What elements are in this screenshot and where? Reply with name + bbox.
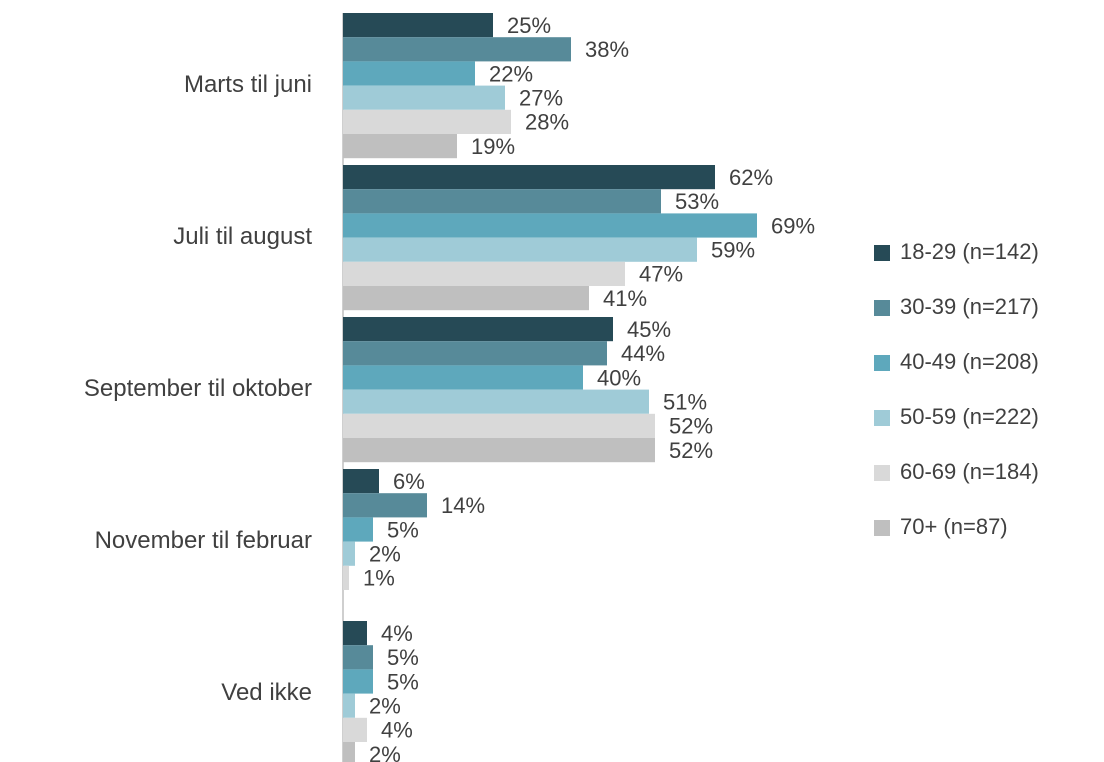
bar (343, 389, 649, 414)
value-label: 2% (369, 542, 401, 567)
value-label: 53% (675, 189, 719, 214)
bar (343, 645, 373, 670)
legend-swatch (874, 465, 890, 481)
value-label: 4% (381, 718, 413, 743)
bar (343, 541, 355, 566)
value-label: 22% (489, 61, 533, 86)
bar (343, 37, 571, 62)
value-label: 28% (525, 110, 569, 135)
value-label: 4% (381, 621, 413, 646)
bar (343, 61, 475, 86)
value-label: 14% (441, 493, 485, 518)
bar (343, 109, 511, 134)
bar (343, 742, 355, 762)
legend-label: 50-59 (n=222) (900, 404, 1039, 429)
value-label: 52% (669, 438, 713, 463)
bar (343, 717, 367, 742)
legend-swatch (874, 520, 890, 536)
value-label: 19% (471, 134, 515, 159)
value-label: 47% (639, 262, 683, 287)
value-label: 52% (669, 414, 713, 439)
legend-label: 60-69 (n=184) (900, 459, 1039, 484)
value-label: 6% (393, 469, 425, 494)
legend-label: 18-29 (n=142) (900, 239, 1039, 264)
category-label: Ved ikke (221, 679, 312, 706)
bar (343, 286, 589, 311)
value-label: 62% (729, 165, 773, 190)
legend-label: 40-49 (n=208) (900, 349, 1039, 374)
bar (343, 237, 697, 262)
legend-swatch (874, 300, 890, 316)
bar (343, 621, 367, 646)
value-label: 44% (621, 341, 665, 366)
value-label: 40% (597, 365, 641, 390)
legend-swatch (874, 410, 890, 426)
bar (343, 317, 613, 342)
bar (343, 517, 373, 542)
bar (343, 469, 379, 494)
bar (343, 565, 349, 590)
legend-label: 70+ (n=87) (900, 514, 1008, 539)
bar (343, 365, 583, 390)
value-label: 5% (387, 669, 419, 694)
value-label: 51% (663, 390, 707, 415)
bar (343, 341, 607, 366)
legend-swatch (874, 355, 890, 371)
bar (343, 213, 757, 238)
value-label: 38% (585, 37, 629, 62)
bar (343, 85, 505, 110)
value-label: 27% (519, 86, 563, 111)
value-label: 59% (711, 238, 755, 263)
category-label: Juli til august (173, 223, 312, 250)
bar (343, 493, 427, 518)
value-label: 69% (771, 213, 815, 238)
legend-label: 30-39 (n=217) (900, 294, 1039, 319)
bar (343, 134, 457, 159)
category-label: Marts til juni (184, 71, 312, 98)
value-label: 45% (627, 317, 671, 342)
value-label: 5% (387, 645, 419, 670)
bar (343, 693, 355, 718)
value-label: 5% (387, 517, 419, 542)
bar (343, 438, 655, 463)
bar (343, 669, 373, 694)
category-label: November til februar (95, 527, 312, 554)
value-label: 2% (369, 742, 401, 762)
bar (343, 13, 493, 38)
value-label: 1% (363, 566, 395, 591)
legend-swatch (874, 245, 890, 261)
category-label: September til oktober (84, 375, 312, 402)
value-label: 2% (369, 694, 401, 719)
bar (343, 413, 655, 438)
value-label: 41% (603, 286, 647, 311)
bar (343, 261, 625, 286)
bar (343, 189, 661, 214)
bar (343, 165, 715, 190)
value-label: 25% (507, 13, 551, 38)
